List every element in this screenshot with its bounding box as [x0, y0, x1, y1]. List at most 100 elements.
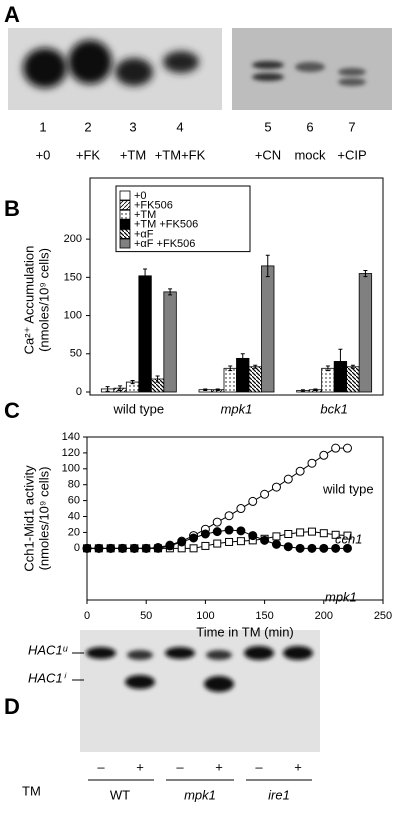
point	[283, 474, 293, 484]
point	[319, 543, 329, 553]
y-tick-label: 200	[64, 233, 82, 245]
lane-sign: +	[136, 759, 144, 774]
point	[212, 517, 222, 527]
error-bar	[240, 353, 245, 364]
y-tick-label: 150	[64, 271, 82, 283]
lane-number: 4	[176, 119, 183, 134]
error-bar	[300, 389, 305, 392]
point	[224, 511, 234, 521]
point	[106, 543, 116, 553]
point	[296, 528, 305, 537]
error-bar	[325, 365, 330, 372]
band	[295, 62, 325, 72]
marker-label: HAC1ⁱ	[28, 670, 67, 685]
point	[200, 529, 210, 539]
y-axis-label: (nmoles/10⁹ cells)	[36, 248, 51, 352]
x-tick-label: bck1	[320, 401, 347, 416]
error-bar	[253, 364, 258, 369]
point	[284, 530, 293, 539]
y-tick-label: 80	[68, 479, 80, 491]
point	[307, 458, 317, 468]
band	[165, 647, 195, 659]
strain-label: mpk1	[184, 787, 216, 802]
point	[236, 537, 245, 546]
band	[283, 646, 313, 660]
legend-swatch	[119, 190, 131, 201]
legend-label: +0	[134, 190, 147, 202]
lane-number: 7	[348, 119, 355, 134]
strain-label: WT	[110, 787, 130, 802]
point	[307, 527, 316, 536]
marker-label: HAC1ᵘ	[28, 642, 69, 657]
error-bar	[203, 388, 208, 391]
error-bar	[265, 254, 270, 278]
error-bar	[350, 364, 355, 369]
gel-a	[8, 28, 392, 110]
series-label: mpk1	[325, 589, 357, 604]
treatment-label: +FK	[76, 147, 101, 162]
y-tick-label: 50	[70, 348, 82, 360]
x-tick-label: 50	[140, 610, 152, 622]
band	[23, 48, 67, 88]
error-bar	[313, 388, 318, 391]
bar	[248, 366, 262, 393]
point	[342, 543, 352, 553]
y-tick-label: 0	[76, 386, 82, 398]
point	[283, 542, 293, 552]
series-label: cch1	[335, 531, 362, 546]
band	[125, 675, 155, 689]
legend-label: +TM +FK506	[134, 219, 198, 231]
point	[319, 529, 328, 538]
point	[153, 543, 163, 553]
x-tick-label: 0	[84, 610, 90, 622]
band	[204, 676, 234, 692]
point	[118, 543, 128, 553]
point	[177, 537, 187, 547]
band	[127, 650, 153, 660]
point	[189, 533, 199, 543]
error-bar	[105, 386, 110, 392]
legend-swatch	[119, 228, 131, 239]
x-tick-label: 100	[196, 610, 214, 622]
y-tick-label: 0	[74, 542, 80, 554]
strain-label: ire1	[268, 787, 290, 802]
bar	[321, 367, 335, 393]
point	[94, 543, 104, 553]
point	[342, 443, 352, 453]
y-axis-label: Ca²⁺ Accumulation	[21, 246, 36, 355]
legend-label: +FK506	[134, 200, 173, 212]
treatment-label: +TM	[120, 147, 146, 162]
panel-label: D	[4, 694, 20, 719]
error-bar	[130, 380, 135, 385]
point	[236, 504, 246, 514]
bar	[163, 291, 177, 393]
lane-number: 5	[264, 119, 271, 134]
error-bar	[168, 288, 173, 296]
y-tick-label: 120	[62, 447, 80, 459]
panel-label: A	[4, 2, 20, 27]
point	[225, 537, 234, 546]
bar	[358, 273, 373, 393]
point	[271, 539, 281, 549]
band	[163, 51, 199, 73]
band	[86, 647, 116, 659]
band	[115, 58, 153, 86]
legend-box	[115, 185, 251, 253]
point	[248, 496, 258, 506]
legend-label: +TM	[134, 209, 156, 221]
bar	[223, 367, 237, 393]
point	[343, 531, 352, 540]
error-bar	[143, 268, 148, 284]
point	[201, 541, 210, 550]
lane-sign: –	[255, 759, 263, 774]
x-tick-label: 150	[255, 610, 273, 622]
point	[165, 541, 175, 551]
lane-number: 1	[39, 119, 46, 134]
band	[206, 650, 232, 660]
point	[331, 443, 341, 453]
error-bar	[363, 269, 368, 278]
plot-frame	[89, 177, 384, 396]
y-tick-label: 100	[64, 309, 82, 321]
panel-label: C	[4, 398, 20, 423]
